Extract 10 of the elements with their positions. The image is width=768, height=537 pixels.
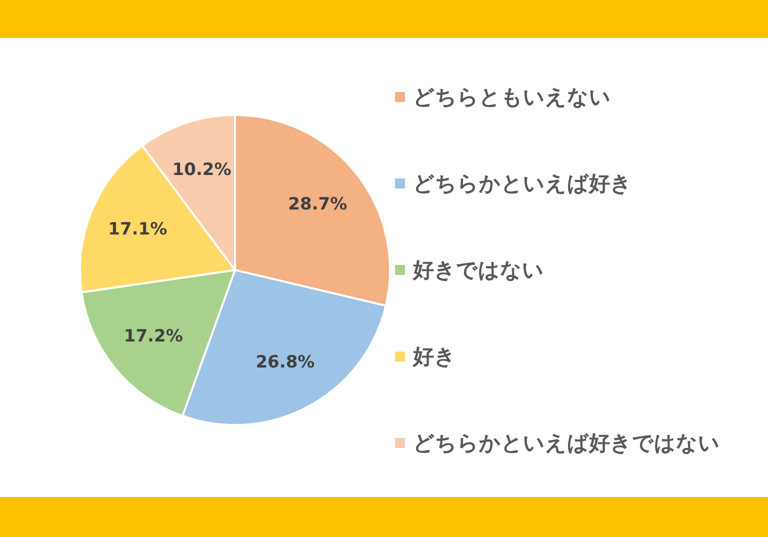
legend-label: 好き	[412, 344, 456, 368]
data-label: 17.2%	[124, 326, 183, 347]
legend-label: どちらかといえば好き	[413, 172, 632, 196]
legend-label: どちらともいえない	[413, 85, 611, 109]
data-label: 10.2%	[172, 160, 232, 180]
legend-label: 好きではない	[412, 258, 544, 282]
data-label: 26.8%	[256, 352, 315, 373]
legend-label: どちらかといえば好きではない	[413, 431, 720, 455]
data-label: 17.1%	[108, 220, 168, 240]
data-label: 28.7%	[288, 194, 348, 215]
